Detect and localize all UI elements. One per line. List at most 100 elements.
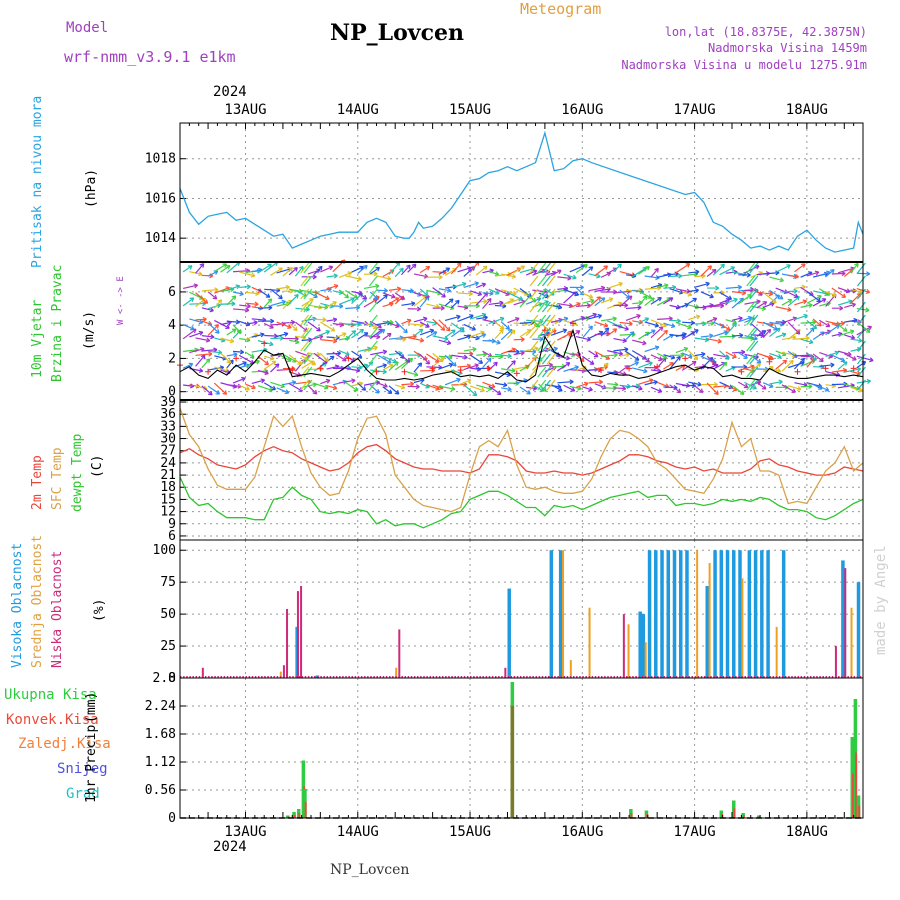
y-tick-label: 9 xyxy=(168,517,176,532)
wind-arrow xyxy=(831,287,846,298)
wind-arrow xyxy=(746,275,756,287)
wind-arrow-head xyxy=(756,362,762,368)
wind-speed-line xyxy=(179,328,864,383)
cloud-bar xyxy=(379,676,382,678)
cloud-bar xyxy=(300,586,303,678)
wind-arrow-head xyxy=(317,265,323,271)
wind-arrow xyxy=(482,357,492,369)
wind-arrow-head xyxy=(711,268,717,274)
wind-arrow-head xyxy=(638,385,643,391)
wind-arrow xyxy=(657,317,673,320)
wind-arrow xyxy=(376,321,391,326)
wind-arrow xyxy=(856,288,866,300)
wind-arrow xyxy=(357,297,367,308)
wind-arrow-head xyxy=(189,297,195,302)
wind-arrow-head xyxy=(271,385,277,391)
wind-arrow-head xyxy=(472,391,478,397)
wind-arrow xyxy=(594,321,608,327)
wind-arrow xyxy=(749,366,759,378)
wind-arrow xyxy=(794,300,807,306)
wind-arrow xyxy=(831,322,845,325)
wind-arrow xyxy=(681,297,697,308)
cloud-bar xyxy=(788,676,790,678)
wind-arrow xyxy=(806,352,817,361)
wind-arrow-head xyxy=(624,325,629,331)
wind-arrow-head xyxy=(514,317,520,322)
cloud-bar xyxy=(560,676,562,678)
cloud-bar xyxy=(498,676,500,678)
wind-arrow xyxy=(263,298,273,308)
wind-arrow-head xyxy=(231,328,237,334)
wind-arrow-head xyxy=(712,317,718,322)
wind-arrow xyxy=(825,370,840,376)
cloud-bar xyxy=(678,676,681,678)
wind-arrow xyxy=(494,353,512,357)
cloud-bar xyxy=(558,550,563,678)
wind-arrow-head xyxy=(568,302,573,308)
wind-arrow xyxy=(538,383,547,392)
cloud-bar xyxy=(454,676,456,678)
wind-arrow-head xyxy=(753,335,758,341)
cloud-bar xyxy=(270,676,272,678)
wind-arrow xyxy=(650,284,663,289)
wind-arrow-head xyxy=(511,360,516,365)
wind-arrow xyxy=(419,288,429,297)
wind-arrow xyxy=(407,336,424,342)
wind-arrow xyxy=(749,314,759,326)
wind-arrow xyxy=(856,353,866,365)
wind-arrow xyxy=(457,267,472,273)
wind-arrow xyxy=(457,352,474,355)
wind-arrow xyxy=(201,307,214,312)
wind-arrow-head xyxy=(382,349,388,355)
wind-arrow xyxy=(775,264,791,273)
cloud-bar xyxy=(569,676,572,678)
wind-arrow xyxy=(746,301,756,313)
wind-arrow xyxy=(625,306,642,310)
wind-arrow xyxy=(295,321,308,332)
wind-arrow xyxy=(444,329,456,339)
cloud-bar xyxy=(373,676,375,678)
wind-arrow xyxy=(457,365,471,368)
cloud-bar xyxy=(398,629,401,678)
wind-arrow xyxy=(744,300,761,305)
wind-arrow xyxy=(303,288,313,300)
wind-arrow-head xyxy=(434,358,440,363)
wind-arrow-head xyxy=(214,324,219,329)
cloud-bar xyxy=(629,676,631,678)
wind-arrow-head xyxy=(565,362,571,367)
wind-arrow-head xyxy=(231,295,237,301)
wind-arrow xyxy=(220,337,234,343)
wind-arrow-head xyxy=(251,384,256,390)
wind-arrow xyxy=(638,266,650,275)
wind-arrow xyxy=(332,332,347,340)
wind-arrow xyxy=(529,301,539,313)
wind-arrow xyxy=(800,321,816,324)
cloud-bar xyxy=(204,676,207,678)
cloud-bar xyxy=(273,676,276,678)
wind-arrow-head xyxy=(618,281,623,287)
wind-arrow-head xyxy=(723,330,729,336)
wind-arrow xyxy=(563,291,577,304)
cloud-bar xyxy=(519,676,522,678)
wind-arrow xyxy=(368,327,378,339)
wind-arrow xyxy=(588,350,599,358)
wind-arrow xyxy=(844,303,856,309)
precip-conv-bar xyxy=(855,752,858,818)
elevation-label: Nadmorska Visina 1459m xyxy=(708,41,867,55)
wind-arrow-head xyxy=(505,325,510,330)
cloud-bar xyxy=(654,676,656,678)
wind-arrow-head xyxy=(694,329,699,334)
wind-arrow-head xyxy=(487,298,492,303)
cloud-bar xyxy=(261,676,263,678)
cloud-bar xyxy=(485,676,488,678)
wind-arrow xyxy=(444,315,461,321)
cloud-bar xyxy=(719,550,724,678)
wind-arrow-head xyxy=(281,299,286,305)
wind-arrow-head xyxy=(562,328,568,334)
wind-arrow xyxy=(500,329,513,341)
cloud-bar xyxy=(722,676,725,678)
wind-arrow xyxy=(831,369,847,373)
wind-arrow xyxy=(529,275,539,287)
wind-arrow xyxy=(382,355,397,363)
cloud-bar xyxy=(760,550,764,678)
